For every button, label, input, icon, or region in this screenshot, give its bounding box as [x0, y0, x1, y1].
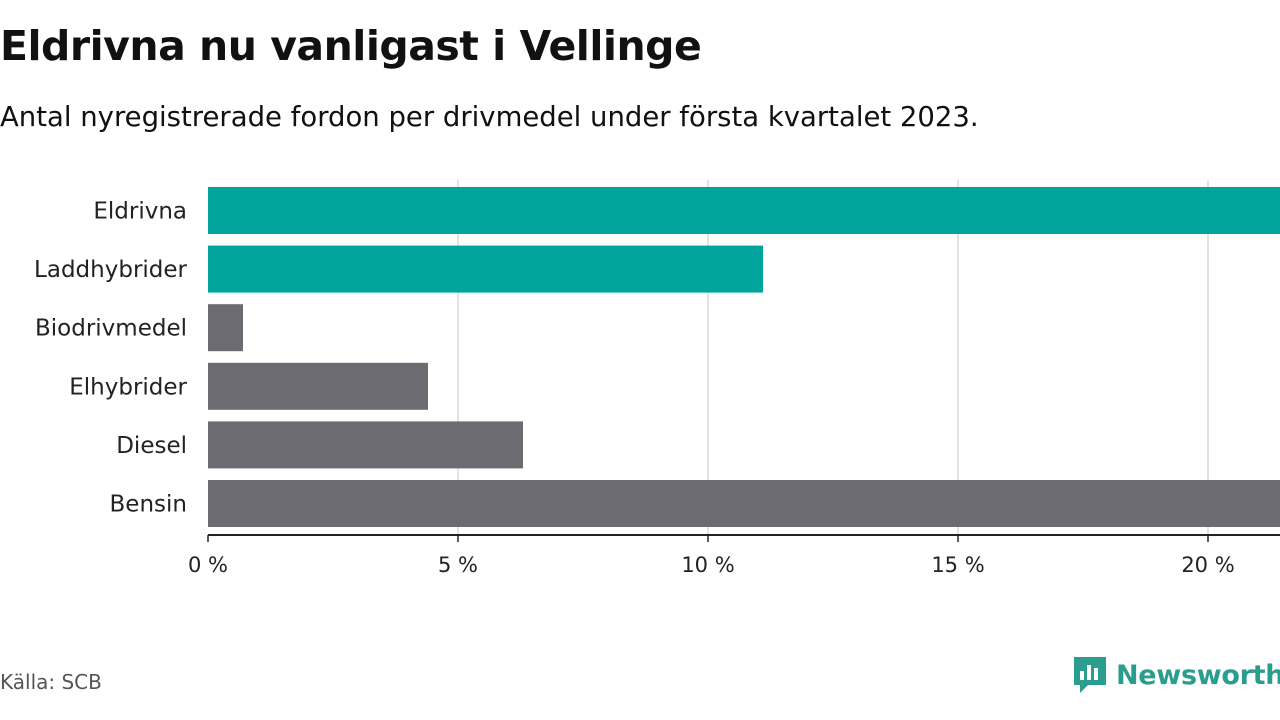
- bar: [208, 304, 243, 352]
- x-axis: 0 %5 %10 %15 %20 %25 %30 %35 %40 %: [188, 534, 1280, 577]
- bar-chart: Eldrivna Laddhybrider Biodrivmedel Elhybrid…: [34, 180, 1280, 577]
- brand-logo[interactable]: Newsworthy: [1072, 655, 1280, 695]
- x-tick-label: 15 %: [931, 553, 984, 577]
- x-tick-label: 5 %: [438, 553, 478, 577]
- category-label: Eldrivna: [93, 199, 187, 225]
- bar-chart-speech-bubble-icon: [1074, 657, 1106, 693]
- category-label: Bensin: [110, 492, 187, 518]
- x-tick-label: 20 %: [1181, 553, 1234, 577]
- category-label: Elhybrider: [69, 374, 187, 400]
- chart-title: Eldrivna nu vanligast i Vellinge: [0, 22, 702, 70]
- grid-lines: [457, 180, 1209, 535]
- brand-name: Newsworthy: [1116, 659, 1280, 691]
- x-tick-label: 10 %: [681, 553, 734, 577]
- bar: [208, 362, 428, 410]
- chart-subtitle: Antal nyregistrerade fordon per drivmede…: [0, 101, 979, 133]
- category-label: Laddhybrider: [34, 257, 187, 283]
- bars: [208, 187, 1280, 527]
- category-labels: Eldrivna Laddhybrider Biodrivmedel Elhybrid…: [34, 199, 187, 518]
- x-tick-label: 0 %: [188, 553, 228, 577]
- source-note: Källa: SCB: [0, 670, 102, 694]
- category-label: Biodrivmedel: [35, 316, 187, 342]
- bar: [208, 187, 1280, 234]
- bar: [208, 480, 1280, 527]
- bar: [208, 245, 763, 293]
- category-label: Diesel: [116, 433, 187, 459]
- bar: [208, 421, 523, 469]
